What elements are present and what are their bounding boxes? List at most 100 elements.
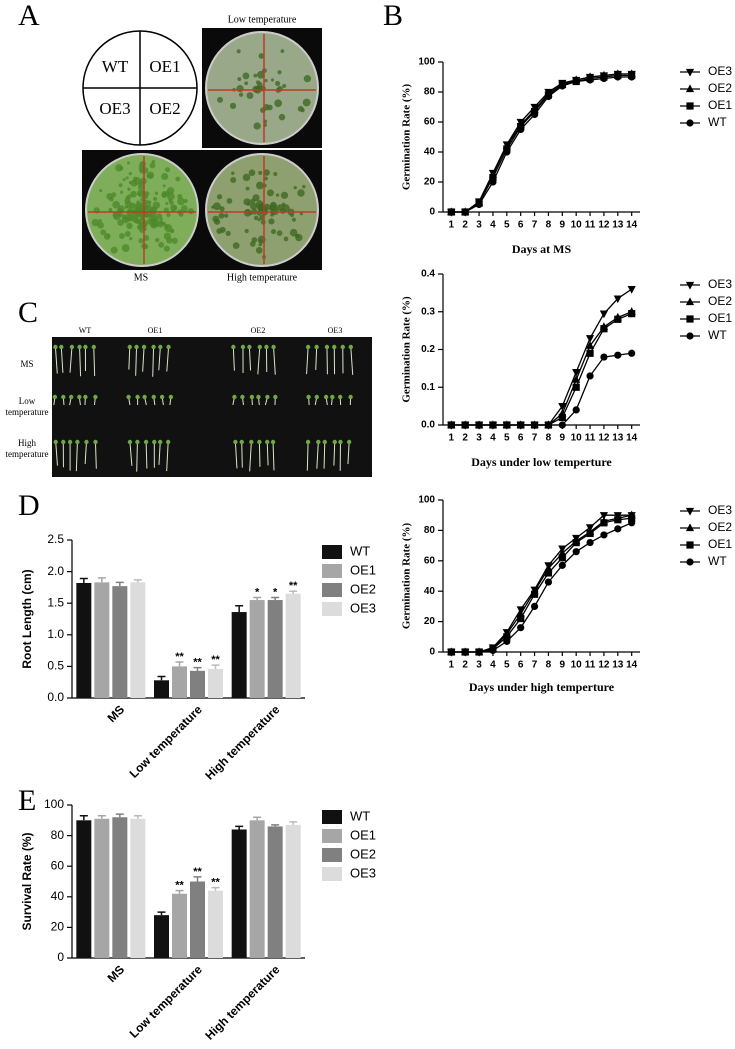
- y-tick-label: 20: [424, 177, 436, 188]
- seedling: [150, 218, 156, 224]
- seedling: [93, 346, 96, 377]
- seedling: [118, 183, 123, 188]
- marker: [614, 516, 622, 524]
- seedling: [121, 244, 130, 253]
- legend-swatch: [322, 602, 342, 616]
- seedling: [316, 441, 319, 469]
- seedling: [169, 228, 175, 234]
- seedling: [276, 230, 283, 236]
- marker: [558, 554, 566, 562]
- cotyledon: [141, 344, 147, 350]
- seedling: [127, 187, 131, 191]
- marker: [628, 519, 636, 527]
- cotyledon: [340, 344, 345, 350]
- seedling: [161, 222, 165, 226]
- column-label: WT: [79, 326, 92, 335]
- x-tick-label: 7: [532, 220, 538, 231]
- seedling: [289, 228, 298, 237]
- seedling: [333, 441, 336, 466]
- seedling: [230, 177, 237, 184]
- seedling: [125, 176, 129, 180]
- marker: [572, 369, 581, 377]
- seedling: [151, 159, 156, 164]
- legend-marker: [685, 523, 695, 532]
- cotyledon: [93, 439, 98, 445]
- x-tick-label: 4: [490, 220, 496, 231]
- marker: [489, 173, 497, 182]
- marker: [586, 349, 594, 357]
- error-bar: [289, 821, 298, 825]
- seedling: [246, 92, 254, 100]
- error-bar: [175, 889, 184, 894]
- row-label: Low temperature: [5, 396, 49, 417]
- seedling: [274, 99, 283, 108]
- x-tick-label: 5: [504, 433, 510, 444]
- seedling: [146, 219, 152, 225]
- seedling: [232, 346, 235, 371]
- seedling: [270, 78, 275, 82]
- x-axis-title: Days at MS: [512, 242, 572, 256]
- seedling: [218, 212, 225, 219]
- marker: [517, 125, 525, 134]
- seedling: [256, 80, 261, 85]
- seedling: [135, 346, 138, 376]
- seedling: [124, 200, 132, 208]
- y-axis-title: Germination Rate (%): [401, 296, 413, 403]
- seedling: [94, 441, 97, 469]
- seedling: [54, 346, 58, 374]
- marker: [489, 421, 497, 429]
- x-tick-label: 5: [504, 220, 510, 231]
- marker: [586, 529, 594, 538]
- y-axis-title: Survival Rate (%): [20, 832, 34, 930]
- x-tick-label: High temperature: [202, 702, 282, 782]
- legend-label: OE3: [708, 503, 732, 517]
- cotyledon: [231, 344, 236, 350]
- seedling: [306, 441, 309, 471]
- seedling: [211, 205, 215, 209]
- legend-label: OE1: [708, 537, 732, 551]
- x-tick-label: 10: [571, 220, 583, 231]
- seedling: [270, 229, 277, 235]
- seedling: [282, 83, 287, 89]
- marker: [544, 569, 553, 577]
- x-tick-label: 4: [490, 433, 496, 444]
- y-tick-label: 60: [51, 858, 65, 872]
- row-label: High temperature: [5, 438, 49, 459]
- x-tick-label: Low temperature: [127, 702, 205, 780]
- seedling: [165, 201, 169, 206]
- seedling: [231, 171, 235, 175]
- legend-marker: [686, 332, 694, 340]
- legend-label: WT: [708, 115, 727, 129]
- seedling: [126, 209, 134, 217]
- marker: [544, 578, 553, 586]
- marker: [628, 514, 636, 522]
- seedling: [177, 197, 185, 206]
- x-tick-label: 2: [462, 220, 468, 231]
- marker: [530, 590, 539, 598]
- bar: [94, 582, 110, 698]
- quadrant-label: OE3: [99, 99, 130, 118]
- cotyledon: [142, 394, 147, 400]
- seedling: [79, 346, 82, 377]
- cotyledon: [332, 344, 337, 350]
- x-tick-label: 12: [598, 433, 610, 444]
- bar: [112, 586, 128, 698]
- marker: [614, 315, 622, 323]
- y-tick-label: 60: [424, 117, 436, 128]
- seedling: [122, 178, 126, 182]
- significance-mark: **: [175, 651, 184, 663]
- seedling: [277, 85, 283, 92]
- x-tick-label: 11: [585, 660, 596, 671]
- seedling: [129, 441, 133, 466]
- legend-marker: [686, 102, 694, 110]
- seedling: [217, 96, 224, 103]
- marker: [628, 310, 636, 318]
- seedling: [152, 346, 155, 377]
- legend-marker: [685, 84, 695, 93]
- x-tick-label: 9: [560, 660, 566, 671]
- column-label: OE3: [328, 326, 343, 335]
- series-line: [451, 76, 632, 213]
- significance-mark: **: [211, 877, 220, 889]
